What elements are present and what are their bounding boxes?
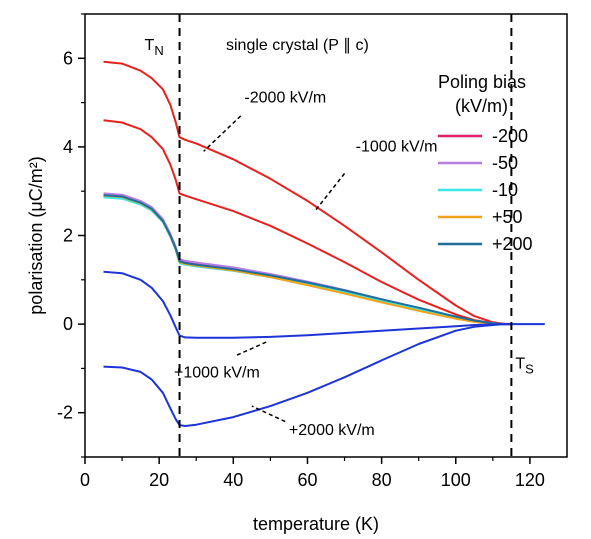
marker-label-t-n: TN bbox=[145, 37, 164, 58]
annotation-pointer bbox=[203, 115, 242, 152]
y-axis-label: polarisation (μC/m²) bbox=[26, 156, 46, 314]
series-line-1000-kv-m bbox=[103, 119, 512, 326]
annotation-pointer bbox=[236, 341, 267, 356]
x-tick-label: 0 bbox=[80, 470, 90, 490]
x-tick-label: 60 bbox=[297, 470, 317, 490]
annotation-1000-kv-m: +1000 kV/m bbox=[174, 364, 260, 381]
x-tick-label: 100 bbox=[441, 470, 471, 490]
y-tick-label: 4 bbox=[63, 137, 73, 157]
legend-label-200: +200 bbox=[492, 234, 533, 254]
x-tick-label: 80 bbox=[372, 470, 392, 490]
marker-layer: TN TS bbox=[145, 14, 534, 457]
legend-title-units: (kV/m) bbox=[455, 96, 508, 116]
annotation-1000-kv-m: -1000 kV/m bbox=[356, 138, 438, 155]
x-tick-label: 40 bbox=[223, 470, 243, 490]
y-tick-label: 2 bbox=[63, 226, 73, 246]
legend-label-200: -200 bbox=[492, 126, 528, 146]
annotation-pointer bbox=[314, 173, 346, 212]
x-axis-label: temperature (K) bbox=[253, 514, 379, 534]
annotation-layer: -2000 kV/m -1000 kV/m +1000 kV/m +2000 kV/m bbox=[174, 90, 437, 439]
series-line-200 bbox=[103, 194, 512, 326]
tick-layer: 0 20 40 60 80 100 120 -2 0 2 4 6 bbox=[57, 13, 545, 490]
annotation-pointer bbox=[251, 405, 286, 423]
x-tick-label: 20 bbox=[149, 470, 169, 490]
legend-label-50: -50 bbox=[492, 153, 518, 173]
y-tick-label: -2 bbox=[57, 403, 73, 423]
chart-title: single crystal (P ∥ c) bbox=[226, 37, 369, 54]
legend-label-50: +50 bbox=[492, 207, 523, 227]
annotation-2000-kv-m: +2000 kV/m bbox=[289, 422, 375, 439]
marker-label-t-s: TS bbox=[515, 355, 534, 376]
legend-label-10: -10 bbox=[492, 180, 518, 200]
series-line-1000-kv-m bbox=[103, 270, 545, 339]
series-layer bbox=[103, 60, 545, 427]
annotation-2000-kv-m: -2000 kV/m bbox=[244, 90, 326, 107]
y-tick-label: 0 bbox=[63, 314, 73, 334]
legend-title: Poling bias bbox=[438, 72, 526, 92]
series-line-2000-kv-m bbox=[103, 323, 512, 427]
y-tick-label: 6 bbox=[63, 48, 73, 68]
legend: Poling bias (kV/m) -200 -50 -10 +50 +200 bbox=[438, 72, 533, 254]
x-tick-label: 120 bbox=[515, 470, 545, 490]
series-line-2000-kv-m bbox=[103, 60, 512, 326]
